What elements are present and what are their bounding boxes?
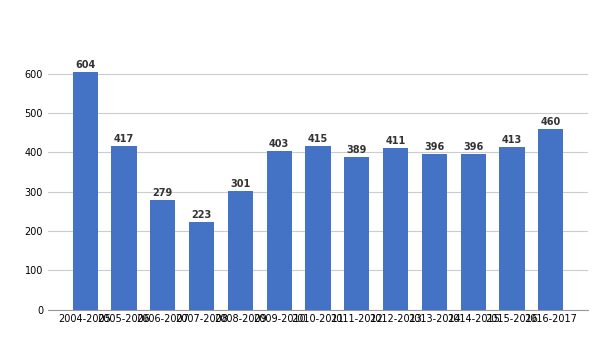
Text: 460: 460 — [541, 117, 561, 127]
Bar — [73, 72, 98, 310]
Bar — [305, 147, 331, 310]
Bar — [150, 200, 175, 310]
Text: 223: 223 — [191, 210, 212, 220]
Text: 403: 403 — [269, 139, 289, 149]
Text: 604: 604 — [75, 60, 95, 70]
Bar — [499, 147, 524, 310]
Text: 417: 417 — [114, 134, 134, 144]
Text: 415: 415 — [308, 134, 328, 144]
Bar — [422, 154, 447, 310]
Text: 413: 413 — [502, 135, 522, 145]
Text: 389: 389 — [347, 145, 367, 155]
Text: 301: 301 — [230, 179, 251, 189]
Bar — [266, 151, 292, 310]
Bar — [189, 222, 214, 310]
Bar — [461, 154, 486, 310]
Bar — [344, 157, 370, 310]
Bar — [538, 129, 563, 310]
Text: 279: 279 — [152, 188, 173, 198]
Text: 396: 396 — [424, 142, 445, 152]
Bar — [228, 191, 253, 310]
Text: Number of Transactions: Number of Transactions — [179, 14, 421, 32]
Bar — [383, 148, 408, 310]
Bar — [112, 146, 137, 310]
Text: 411: 411 — [385, 136, 406, 146]
Text: 396: 396 — [463, 142, 484, 152]
